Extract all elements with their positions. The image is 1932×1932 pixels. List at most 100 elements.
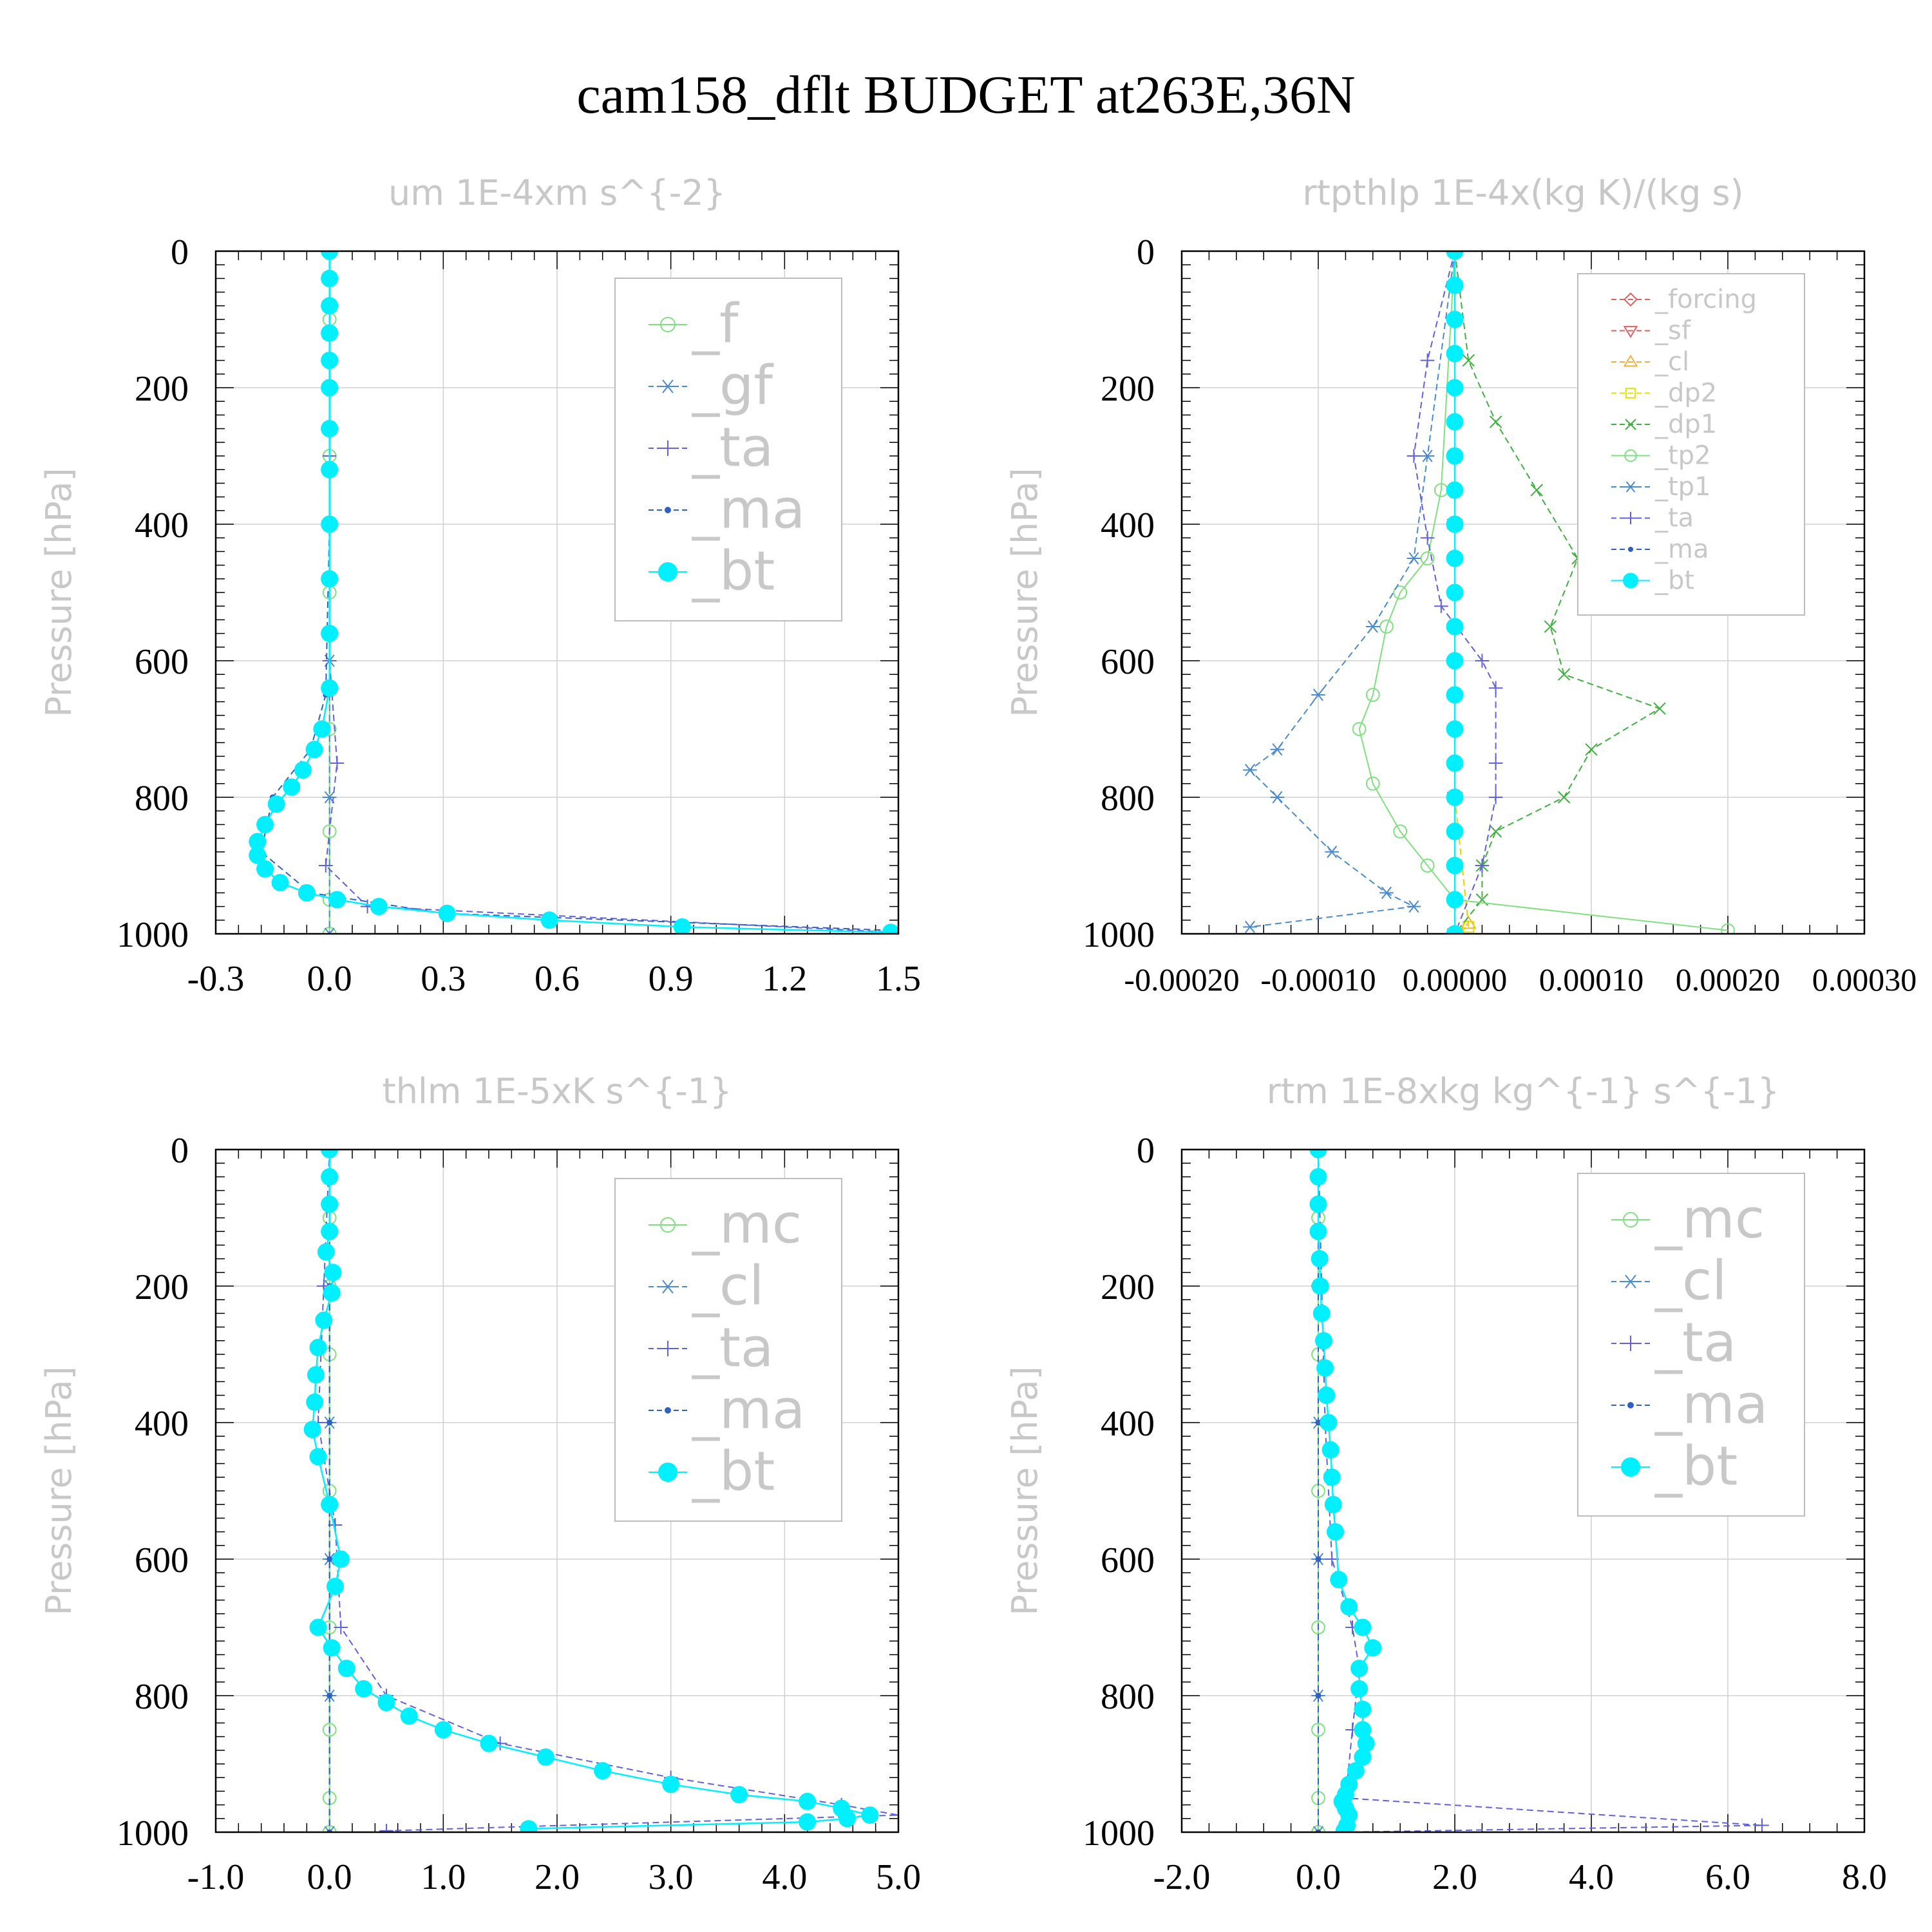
data-point bbox=[309, 1338, 327, 1356]
x-tick-label: -0.00010 bbox=[1260, 961, 1376, 998]
x-tick-label: 1.2 bbox=[762, 959, 807, 999]
legend-box bbox=[1577, 1173, 1805, 1517]
data-point bbox=[256, 860, 274, 878]
y-tick-label: 1000 bbox=[117, 915, 189, 955]
legend-marker-bt bbox=[658, 1463, 677, 1482]
data-point bbox=[1446, 925, 1464, 934]
data-point bbox=[1325, 846, 1339, 858]
x-tick-label: 0.0 bbox=[1296, 1857, 1341, 1897]
series-line-tp1 bbox=[1249, 251, 1455, 928]
data-point bbox=[1320, 1414, 1338, 1432]
y-tick-label: 800 bbox=[1101, 779, 1155, 819]
data-point bbox=[1406, 552, 1421, 565]
data-point bbox=[321, 1150, 339, 1159]
y-tick-label: 400 bbox=[135, 506, 189, 545]
legend-marker-bt bbox=[1623, 573, 1638, 589]
data-point bbox=[321, 570, 339, 588]
data-point bbox=[1311, 1277, 1329, 1295]
data-point bbox=[1446, 686, 1464, 704]
data-point bbox=[1488, 681, 1503, 696]
legend-label: _tp2 bbox=[1654, 441, 1711, 471]
data-point bbox=[379, 1824, 393, 1832]
x-tick-label: 3.0 bbox=[649, 1857, 694, 1897]
y-tick-label: 600 bbox=[1101, 642, 1155, 682]
data-point bbox=[1393, 824, 1408, 838]
data-point bbox=[1323, 1468, 1341, 1486]
data-point bbox=[321, 297, 339, 315]
legend-marker-gf bbox=[660, 379, 676, 393]
data-point bbox=[438, 904, 456, 922]
data-point bbox=[1460, 915, 1477, 929]
data-point bbox=[323, 1284, 341, 1302]
data-point bbox=[355, 1680, 373, 1698]
data-point bbox=[1446, 652, 1464, 670]
data-point bbox=[1446, 891, 1464, 909]
data-point bbox=[799, 1813, 817, 1831]
data-point bbox=[1350, 1680, 1368, 1698]
y-tick-label: 400 bbox=[1101, 506, 1155, 545]
x-tick-label: 0.0 bbox=[307, 959, 352, 999]
panel-3: thlm 1E-5xK s^{-1} Pressure [hPa] -1.0 0.0 1… bbox=[39, 1071, 921, 1897]
legend-marker-tp1 bbox=[1624, 481, 1637, 493]
data-point bbox=[294, 761, 312, 779]
x-tick-label: 1.0 bbox=[421, 1857, 466, 1897]
data-point bbox=[283, 778, 301, 796]
data-point bbox=[1352, 722, 1367, 736]
x-tick-label: -0.00020 bbox=[1124, 961, 1239, 998]
tick-marks bbox=[1181, 1149, 1865, 1833]
data-point bbox=[1335, 1822, 1353, 1832]
y-axis-label: Pressure [hPa] bbox=[39, 1366, 79, 1615]
data-point bbox=[1315, 1419, 1321, 1426]
y-axis-label: Pressure [hPa] bbox=[1005, 468, 1045, 717]
x-tick-label: 0.0 bbox=[307, 1857, 352, 1897]
figure-title: cam158_dflt BUDGET at263E,36N bbox=[576, 65, 1355, 125]
y-axis-label: Pressure [hPa] bbox=[39, 468, 79, 717]
data-point bbox=[1357, 1734, 1375, 1752]
data-point bbox=[1327, 1523, 1344, 1541]
data-point bbox=[271, 874, 289, 891]
data-point bbox=[322, 1723, 337, 1737]
data-point bbox=[536, 1748, 554, 1766]
tick-marks bbox=[1181, 251, 1865, 934]
data-point bbox=[334, 1620, 348, 1634]
data-point bbox=[1420, 531, 1435, 545]
data-point bbox=[1309, 1222, 1327, 1240]
data-point bbox=[1379, 620, 1394, 634]
legend-label: _f bbox=[692, 292, 740, 355]
series-line-dp1 bbox=[1454, 251, 1662, 934]
data-point bbox=[799, 1792, 817, 1810]
data-point bbox=[662, 1776, 680, 1794]
data-point bbox=[1446, 720, 1464, 738]
data-point bbox=[1420, 450, 1435, 462]
x-tick-label: 8.0 bbox=[1842, 1857, 1887, 1897]
series-group bbox=[1243, 251, 1735, 934]
legend-marker-dp2 bbox=[1625, 388, 1636, 399]
plot-frame bbox=[214, 250, 900, 935]
data-point bbox=[317, 1243, 335, 1261]
data-point bbox=[321, 379, 339, 397]
data-point bbox=[1309, 1168, 1327, 1186]
data-point bbox=[321, 460, 339, 478]
data-point bbox=[480, 1734, 498, 1752]
data-point bbox=[1311, 1250, 1329, 1268]
data-point bbox=[1721, 923, 1735, 934]
data-point bbox=[321, 324, 339, 342]
data-point bbox=[249, 846, 267, 864]
data-point bbox=[1446, 310, 1464, 328]
data-point bbox=[309, 1448, 327, 1466]
data-point bbox=[882, 923, 898, 934]
data-point bbox=[1270, 743, 1285, 756]
y-tick-label: 400 bbox=[135, 1404, 189, 1444]
data-point bbox=[1324, 1495, 1342, 1513]
y-tick-label: 0 bbox=[171, 232, 189, 272]
plot-frame bbox=[1180, 250, 1866, 935]
legend-marker-mc bbox=[660, 1217, 676, 1233]
data-point bbox=[1365, 776, 1380, 791]
data-point bbox=[891, 1808, 898, 1823]
data-point bbox=[1557, 668, 1571, 681]
x-tick-label: 0.00010 bbox=[1539, 961, 1644, 998]
data-point bbox=[1489, 415, 1502, 428]
legend-marker-mc bbox=[1623, 1212, 1638, 1227]
data-point bbox=[400, 1707, 418, 1725]
y-tick-label: 800 bbox=[135, 779, 189, 819]
